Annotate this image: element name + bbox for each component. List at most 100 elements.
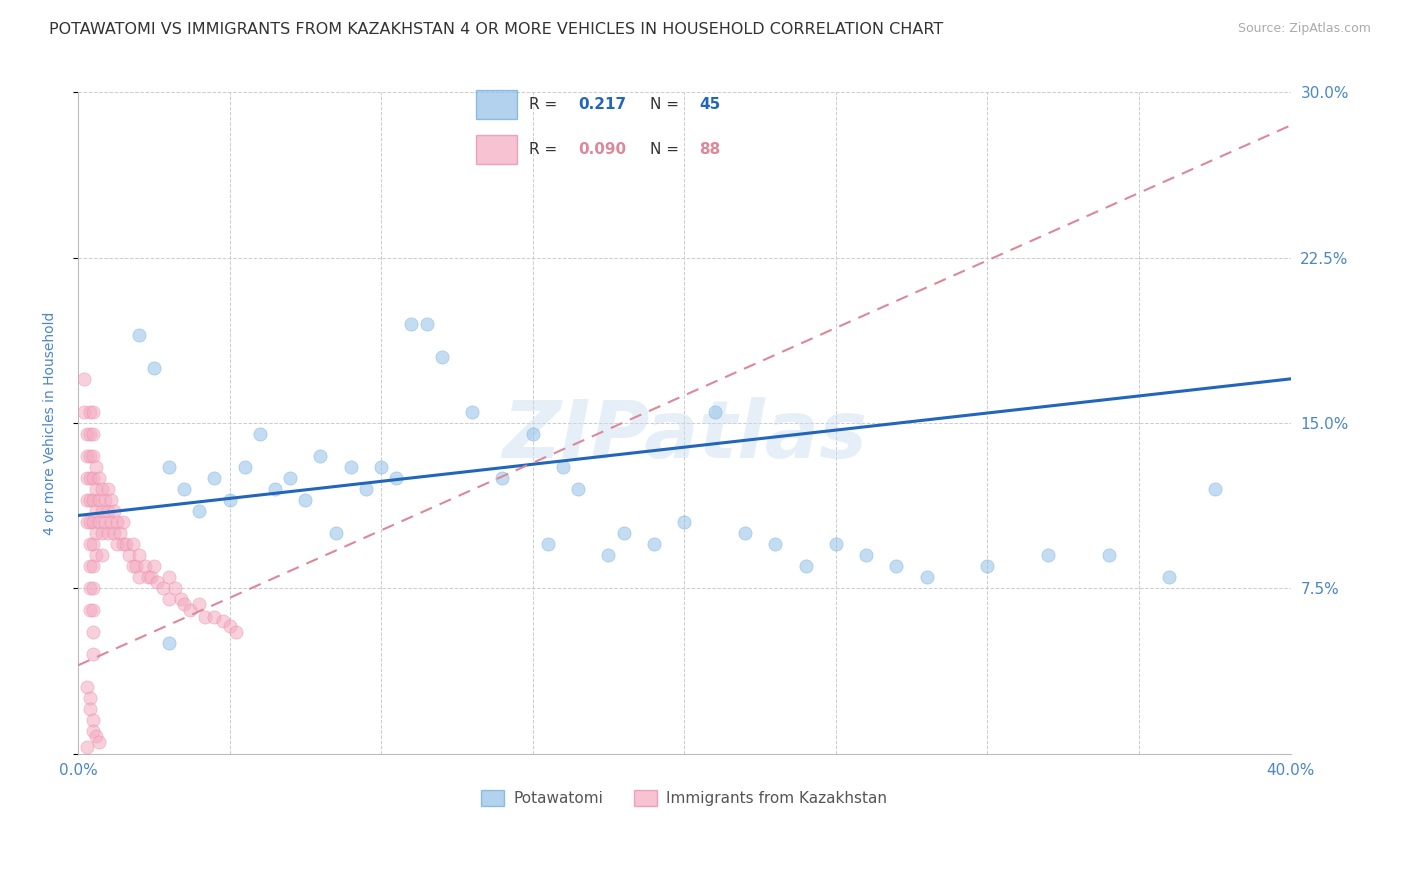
Point (105, 515, 128, 529)
Point (218, 493, 240, 508)
Point (136, 570, 159, 584)
Point (73, 405, 96, 419)
Point (76, 681, 98, 695)
Point (491, 471, 513, 485)
Point (218, 618, 240, 632)
Point (1098, 548, 1121, 562)
Point (157, 592, 180, 607)
Point (613, 526, 636, 541)
Point (794, 559, 817, 574)
Point (89, 735, 111, 749)
Point (128, 327, 150, 342)
Point (225, 625, 247, 640)
Point (643, 537, 665, 551)
Point (855, 548, 877, 562)
Point (91, 548, 114, 562)
Point (157, 460, 180, 475)
Point (1159, 570, 1181, 584)
Text: N =: N = (650, 97, 683, 112)
Point (551, 460, 574, 475)
Point (212, 615, 235, 629)
Point (82, 537, 104, 551)
Point (194, 610, 217, 624)
Point (157, 570, 180, 584)
Legend: Potawatomi, Immigrants from Kazakhstan: Potawatomi, Immigrants from Kazakhstan (475, 784, 893, 812)
Point (128, 570, 150, 584)
Point (79, 603, 101, 617)
Point (142, 360, 165, 375)
Point (79, 581, 101, 595)
Point (340, 460, 363, 475)
Point (763, 537, 786, 551)
Point (82, 603, 104, 617)
Point (264, 482, 287, 496)
Point (84, 460, 107, 475)
Point (97, 482, 120, 496)
Point (170, 592, 193, 607)
Y-axis label: 4 or more Vehicles in Household: 4 or more Vehicles in Household (44, 311, 58, 534)
Point (1204, 482, 1226, 496)
Point (79, 493, 101, 508)
Point (76, 493, 98, 508)
Point (415, 317, 437, 331)
Point (82, 581, 104, 595)
Point (118, 548, 141, 562)
Point (82, 625, 104, 640)
Point (886, 559, 908, 574)
Text: 0.090: 0.090 (578, 142, 627, 157)
Point (79, 515, 101, 529)
Point (73, 372, 96, 386)
Point (89, 515, 111, 529)
Point (79, 702, 101, 716)
Point (84, 729, 107, 743)
Text: ZIPatlas: ZIPatlas (502, 397, 866, 475)
Point (94, 493, 117, 508)
Point (100, 515, 122, 529)
Point (163, 581, 186, 595)
Point (188, 504, 211, 518)
Point (249, 426, 271, 441)
Point (385, 471, 408, 485)
Point (1036, 548, 1059, 562)
Point (84, 548, 107, 562)
Point (173, 597, 195, 611)
FancyBboxPatch shape (477, 90, 516, 119)
Point (79, 405, 101, 419)
Point (146, 574, 169, 589)
Point (309, 449, 332, 463)
Point (91, 504, 114, 518)
Point (89, 471, 111, 485)
Text: R =: R = (529, 97, 562, 112)
Point (103, 504, 125, 518)
Point (173, 482, 195, 496)
Point (567, 482, 589, 496)
Point (202, 471, 225, 485)
Text: 45: 45 (699, 97, 720, 112)
Point (79, 559, 101, 574)
Point (82, 515, 104, 529)
Point (110, 526, 132, 541)
Point (94, 515, 117, 529)
Point (82, 724, 104, 739)
Point (79, 426, 101, 441)
Point (82, 714, 104, 728)
Point (139, 570, 162, 584)
Point (91, 526, 114, 541)
Point (89, 493, 111, 508)
Point (134, 559, 156, 574)
Point (294, 493, 316, 508)
Point (82, 648, 104, 662)
Point (522, 426, 544, 441)
Point (82, 426, 104, 441)
Point (673, 515, 696, 529)
Text: 88: 88 (699, 142, 720, 157)
Point (79, 471, 101, 485)
Point (824, 537, 846, 551)
Point (233, 460, 256, 475)
Point (84, 482, 107, 496)
Text: POTAWATOMI VS IMMIGRANTS FROM KAZAKHSTAN 4 OR MORE VEHICLES IN HOUSEHOLD CORRELA: POTAWATOMI VS IMMIGRANTS FROM KAZAKHSTAN… (49, 22, 943, 37)
Point (91, 482, 114, 496)
Point (76, 515, 98, 529)
Point (401, 317, 423, 331)
Point (79, 449, 101, 463)
